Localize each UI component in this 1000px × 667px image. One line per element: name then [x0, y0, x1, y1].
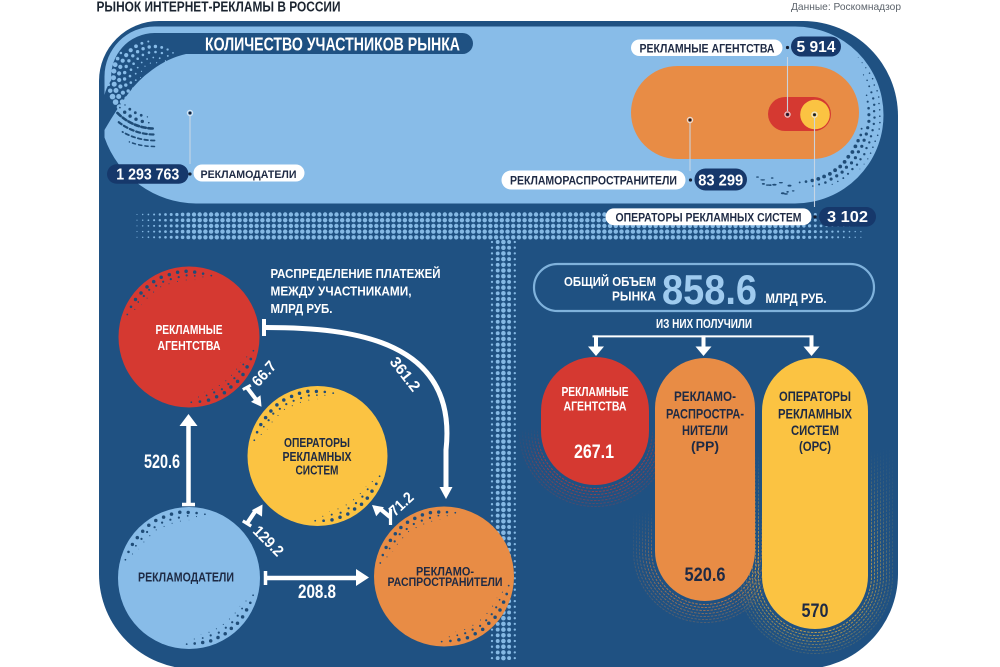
- svg-text:(РР): (РР): [691, 438, 719, 454]
- svg-text:РАСПРОСТРАНИТЕЛИ: РАСПРОСТРАНИТЕЛИ: [388, 575, 503, 589]
- svg-text:СИСТЕМ: СИСТЕМ: [296, 463, 339, 478]
- svg-text:РЫНОК ИНТЕРНЕТ-РЕКЛАМЫ В РОССИ: РЫНОК ИНТЕРНЕТ-РЕКЛАМЫ В РОССИИ: [97, 0, 341, 16]
- svg-text:РЕКЛАМОДАТЕЛИ: РЕКЛАМОДАТЕЛИ: [201, 169, 297, 181]
- svg-text:МЕЖДУ УЧАСТНИКАМИ,: МЕЖДУ УЧАСТНИКАМИ,: [271, 284, 412, 299]
- svg-text:ИЗ НИХ ПОЛУЧИЛИ: ИЗ НИХ ПОЛУЧИЛИ: [656, 316, 752, 331]
- svg-text:520.6: 520.6: [144, 452, 180, 473]
- svg-text:РЕКЛАМНЫХ: РЕКЛАМНЫХ: [283, 449, 352, 464]
- svg-text:РЕКЛАМНЫЕ АГЕНТСТВА: РЕКЛАМНЫЕ АГЕНТСТВА: [640, 44, 775, 56]
- svg-text:ОПЕРАТОРЫ: ОПЕРАТОРЫ: [284, 435, 350, 450]
- svg-text:ОПЕРАТОРЫ РЕКЛАМНЫХ СИСТЕМ: ОПЕРАТОРЫ РЕКЛАМНЫХ СИСТЕМ: [616, 212, 802, 224]
- svg-text:РАСПРЕДЕЛЕНИЕ ПЛАТЕЖЕЙ: РАСПРЕДЕЛЕНИЕ ПЛАТЕЖЕЙ: [271, 266, 441, 281]
- svg-text:РЕКЛАМНЫХ: РЕКЛАМНЫХ: [778, 405, 853, 421]
- svg-text:АГЕНТСТВА: АГЕНТСТВА: [158, 338, 221, 353]
- svg-text:РЫНКА: РЫНКА: [612, 289, 657, 304]
- svg-text:АГЕНТСТВА: АГЕНТСТВА: [564, 399, 627, 414]
- svg-text:858.6: 858.6: [662, 266, 757, 313]
- svg-text:(ОРС): (ОРС): [799, 438, 831, 454]
- svg-text:208.8: 208.8: [298, 582, 336, 603]
- svg-text:РЕКЛАМОРАСПРОСТРАНИТЕЛИ: РЕКЛАМОРАСПРОСТРАНИТЕЛИ: [510, 176, 677, 188]
- svg-text:РЕКЛАМОДАТЕЛИ: РЕКЛАМОДАТЕЛИ: [138, 570, 234, 585]
- svg-text:РЕКЛАМНЫЕ: РЕКЛАМНЫЕ: [562, 384, 629, 399]
- svg-text:РЕКЛАМНЫЕ: РЕКЛАМНЫЕ: [156, 322, 223, 337]
- svg-text:РАСПРОСТРА-: РАСПРОСТРА-: [666, 405, 744, 421]
- svg-text:МЛРД РУБ.: МЛРД РУБ.: [271, 301, 333, 316]
- svg-text:Данные: Роскомнадзор: Данные: Роскомнадзор: [791, 1, 901, 13]
- svg-text:КОЛИЧЕСТВО УЧАСТНИКОВ РЫНКА: КОЛИЧЕСТВО УЧАСТНИКОВ РЫНКА: [205, 34, 460, 55]
- svg-text:267.1: 267.1: [574, 442, 614, 463]
- svg-text:РЕКЛАМО-: РЕКЛАМО-: [416, 565, 474, 579]
- svg-text:ОПЕРАТОРЫ: ОПЕРАТОРЫ: [779, 388, 851, 404]
- svg-text:НИТЕЛИ: НИТЕЛИ: [682, 422, 728, 438]
- svg-text:5 914: 5 914: [797, 39, 836, 56]
- svg-text:ОБЩИЙ ОБЪЕМ: ОБЩИЙ ОБЪЕМ: [564, 274, 656, 289]
- svg-text:РЕКЛАМО-: РЕКЛАМО-: [674, 388, 736, 404]
- svg-text:1 293 763: 1 293 763: [116, 166, 179, 183]
- svg-text:570: 570: [802, 601, 829, 622]
- svg-text:520.6: 520.6: [685, 565, 726, 586]
- svg-text:СИСТЕМ: СИСТЕМ: [791, 422, 839, 438]
- svg-text:3 102: 3 102: [827, 209, 868, 226]
- svg-text:МЛРД РУБ.: МЛРД РУБ.: [766, 290, 827, 306]
- svg-text:83 299: 83 299: [698, 173, 743, 190]
